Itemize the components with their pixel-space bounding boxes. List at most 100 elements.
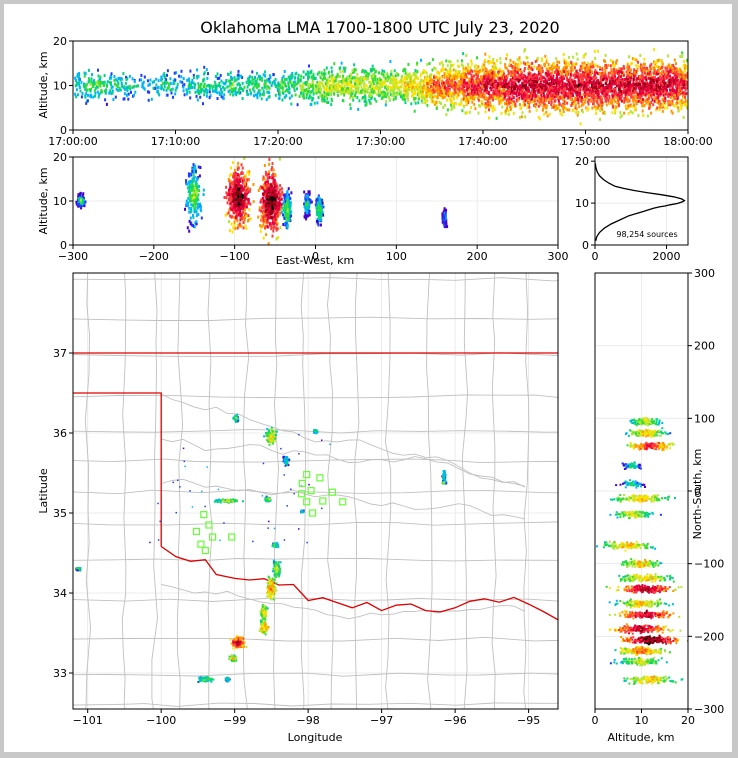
time-height-source (449, 77, 451, 80)
time-height-source (524, 86, 527, 90)
time-height-source (466, 63, 469, 66)
time-height-source (567, 63, 570, 67)
time-height-source (529, 91, 532, 95)
time-height-source (481, 83, 484, 87)
time-height-source (301, 88, 303, 92)
time-height-source (620, 94, 623, 98)
time-height-source (470, 80, 473, 84)
time-height-source (590, 72, 593, 76)
time-height-source (424, 88, 427, 92)
time-height-source (237, 88, 240, 92)
time-height-source (517, 68, 520, 72)
time-height-source (550, 75, 553, 79)
time-height-source (598, 66, 601, 69)
time-height-source (448, 97, 451, 101)
time-height-source (498, 92, 501, 96)
time-height-source (537, 64, 540, 68)
time-height-source (460, 99, 463, 103)
time-height-source (661, 65, 664, 69)
time-height-source (543, 64, 546, 68)
time-height-source (416, 85, 419, 89)
time-height-source (650, 81, 653, 85)
time-height-source (479, 68, 482, 72)
time-height-source (308, 94, 311, 98)
time-height-source (492, 98, 494, 102)
time-height-source (551, 77, 554, 81)
time-height-source (84, 95, 87, 99)
time-height-source (592, 96, 595, 100)
time-height-source (574, 86, 576, 90)
time-height-source (611, 96, 614, 100)
time-height-source (593, 96, 596, 100)
time-height-source (631, 83, 634, 87)
time-height-source (400, 85, 403, 89)
time-height-source (123, 97, 126, 101)
time-height-source (135, 84, 138, 88)
time-height-source (435, 100, 438, 104)
time-height-source (518, 75, 521, 79)
time-height-source (566, 87, 568, 90)
time-height-source (632, 100, 635, 104)
time-height-source (585, 87, 588, 91)
time-height-source (613, 97, 615, 101)
time-height-source (391, 88, 394, 92)
time-height-source (684, 73, 687, 77)
time-height-source (580, 104, 583, 108)
time-height-source (624, 82, 627, 86)
time-height-source (434, 67, 437, 71)
time-height-source (487, 82, 490, 85)
time-height-source (514, 71, 517, 75)
time-height-source (463, 104, 465, 108)
time-height-source (490, 74, 493, 78)
time-height-source (493, 83, 496, 87)
time-height-source (515, 75, 518, 79)
time-height-source (147, 83, 150, 87)
time-height-source (511, 73, 514, 77)
time-height-source (300, 74, 303, 78)
time-height-source (339, 86, 342, 90)
time-height-source (140, 73, 143, 77)
time-height-source (671, 111, 674, 115)
time-height-source (93, 82, 96, 86)
time-height-source (255, 71, 258, 75)
time-height-source (202, 89, 205, 93)
time-height-source (654, 84, 657, 88)
time-height-source (413, 97, 416, 100)
time-height-source (358, 79, 361, 83)
time-height-source (493, 73, 496, 77)
time-height-source (453, 97, 455, 101)
time-height-source (453, 88, 456, 92)
time-height-source (584, 97, 587, 101)
time-height-source (650, 101, 653, 104)
time-height-source (522, 82, 525, 86)
time-height-source (582, 93, 585, 96)
time-height-source (580, 67, 583, 71)
time-height-source (315, 84, 318, 88)
time-height-source (388, 81, 391, 85)
time-height-source (556, 81, 559, 85)
time-height-source (413, 99, 416, 102)
time-height-source (406, 92, 409, 96)
time-height-source (280, 84, 283, 88)
time-height-source (542, 104, 545, 108)
time-height-source (556, 68, 558, 72)
time-height-source (653, 97, 656, 101)
time-height-source (539, 72, 542, 76)
time-height-source (438, 72, 441, 75)
time-height-source (456, 84, 459, 87)
time-height-source (437, 86, 440, 90)
time-height-source (368, 72, 370, 76)
time-height-source (264, 70, 267, 74)
time-height-source (325, 66, 328, 70)
time-height-source (116, 79, 119, 83)
time-height-source (511, 76, 514, 80)
time-height-source (312, 87, 315, 91)
time-height-source (557, 84, 560, 88)
time-height-source (626, 63, 629, 67)
time-height-source (682, 64, 685, 68)
time-height-source (663, 91, 666, 95)
time-height-source (593, 49, 596, 53)
time-height-source (330, 70, 333, 74)
time-height-source (325, 82, 327, 86)
time-height-source (173, 71, 176, 75)
